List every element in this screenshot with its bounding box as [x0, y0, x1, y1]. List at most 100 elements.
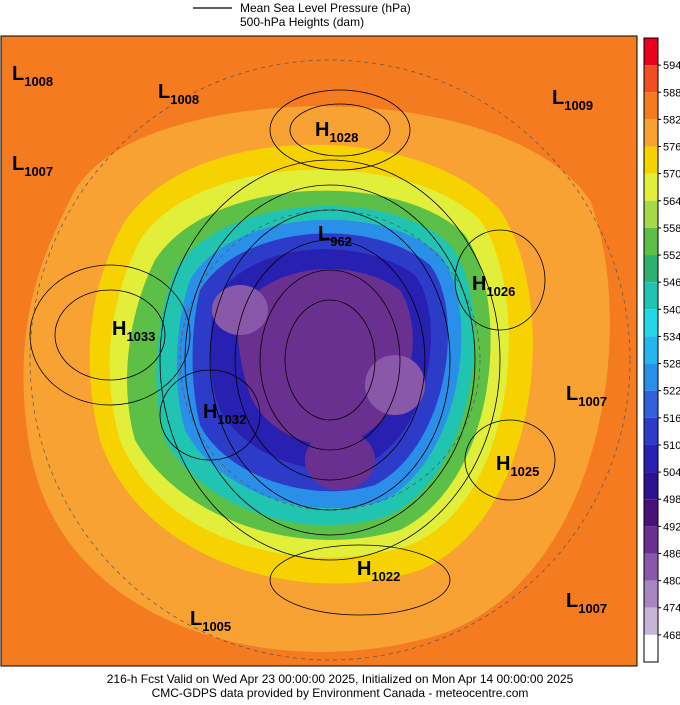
center-pressure: 1025: [510, 464, 539, 479]
graticule: [29, 59, 631, 661]
center-label: H1028: [315, 119, 358, 145]
center-pressure: 1026: [486, 284, 515, 299]
footer-line: CMC-GDPS data provided by Environment Ca…: [152, 686, 529, 700]
colorbar-band: [644, 336, 658, 364]
colorbar-band: [644, 65, 658, 93]
center-type: H: [357, 558, 371, 580]
height-zone: [365, 355, 425, 415]
pressure-centers: L1008 L1008 L1009L1007H1028L962H1026H1033H…: [12, 63, 607, 634]
colorbar-label: 552: [663, 250, 680, 262]
colorbar-label: 534: [663, 331, 680, 343]
colorbar-label: 498: [663, 494, 680, 506]
center-type: L: [190, 608, 202, 630]
colorbar-label: 594: [663, 60, 680, 72]
colorbar-band: [644, 499, 658, 527]
colorbar-band: [644, 553, 658, 581]
center-pressure: 1007: [578, 601, 607, 616]
colorbar-label: 546: [663, 277, 680, 289]
center-label: L962: [318, 223, 352, 249]
center-type: L: [566, 383, 578, 405]
colorbar-band: [644, 309, 658, 337]
center-label: L1007: [566, 383, 607, 409]
colorbar-band: [644, 444, 658, 473]
center-label: H1026: [472, 273, 515, 299]
colorbar-label: 480: [663, 576, 680, 588]
colorbar-label: 570: [663, 169, 680, 181]
colorbar-band: [644, 580, 658, 608]
map: [0, 35, 638, 667]
center-type: H: [496, 453, 510, 475]
colorbar-label: 582: [663, 114, 680, 126]
colorbar-band: [644, 173, 658, 201]
center-label: H1022: [357, 558, 400, 584]
footer-line: 216-h Fcst Valid on Wed Apr 23 00:00:00 …: [107, 672, 574, 686]
colorbar-band: [644, 634, 658, 662]
map-frame: [0, 35, 638, 667]
center-type: H: [315, 119, 329, 141]
center-label: H1033: [112, 318, 155, 344]
center-label: L1005: [190, 608, 231, 634]
center-pressure: 1007: [578, 394, 607, 409]
height-zone: [212, 285, 268, 335]
center-pressure: 1022: [371, 569, 400, 584]
center-type: L: [566, 590, 578, 612]
colorbar-frame: [643, 37, 659, 663]
colorbar-band: [644, 363, 658, 391]
colorbar-band: [644, 472, 658, 500]
colorbar-band: [644, 200, 658, 228]
colorbar-label: 528: [663, 359, 680, 371]
colorbar-label: 588: [663, 87, 680, 99]
height-zone: [305, 430, 375, 490]
colorbar-band: [644, 227, 658, 256]
colorbar-band: [644, 526, 658, 554]
center-type: L: [12, 63, 24, 85]
colorbar-band: [644, 282, 658, 310]
colorbar-band: [644, 119, 658, 147]
center-type: H: [112, 318, 126, 340]
center-label: L1008: [12, 63, 53, 89]
colorbar-label: 516: [663, 413, 680, 425]
center-type: L: [552, 87, 564, 109]
legend-shade-label: 500-hPa Heights (dam): [240, 15, 364, 29]
center-pressure: 1007: [24, 164, 53, 179]
colorbar-band: [644, 146, 658, 174]
center-type: H: [203, 401, 217, 423]
colorbar-label: 540: [663, 304, 680, 316]
center-label: L1008: [158, 81, 199, 107]
center-label: L1009: [552, 87, 593, 113]
center-label: L1007: [566, 590, 607, 616]
center-label: H1032: [203, 401, 246, 427]
colorbar-band: [644, 417, 658, 445]
center-type: L: [158, 81, 170, 103]
colorbar-band: [644, 38, 658, 66]
colorbar: 594 588 582 576 570 564 558 552 546 540 534 528 522 5…: [643, 37, 680, 663]
colorbar-band: [644, 607, 658, 635]
center-pressure: 1005: [202, 619, 231, 634]
center-label: L1007: [12, 153, 53, 179]
center-pressure: 962: [330, 234, 352, 249]
colorbar-label: 510: [663, 440, 680, 452]
center-type: H: [472, 273, 486, 295]
legend-line-label: Mean Sea Level Pressure (hPa): [240, 1, 411, 15]
colorbar-label: 486: [663, 548, 680, 560]
colorbar-band: [644, 255, 658, 283]
colorbar-label: 576: [663, 142, 680, 154]
center-label: H1025: [496, 453, 539, 479]
colorbar-band: [644, 92, 658, 120]
center-type: L: [318, 223, 330, 245]
colorbar-label: 522: [663, 386, 680, 398]
isobars: [29, 89, 556, 616]
colorbar-label: 492: [663, 521, 680, 533]
center-type: L: [12, 153, 24, 175]
colorbar-label: 468: [663, 630, 680, 642]
height-zone: [238, 268, 413, 445]
colorbar-band: [644, 390, 658, 418]
colorbar-label: 504: [663, 467, 680, 479]
center-pressure: 1033: [126, 329, 155, 344]
center-pressure: 1032: [217, 412, 246, 427]
colorbar-label: 474: [663, 603, 680, 615]
center-pressure: 1009: [564, 98, 593, 113]
center-pressure: 1008: [170, 92, 199, 107]
